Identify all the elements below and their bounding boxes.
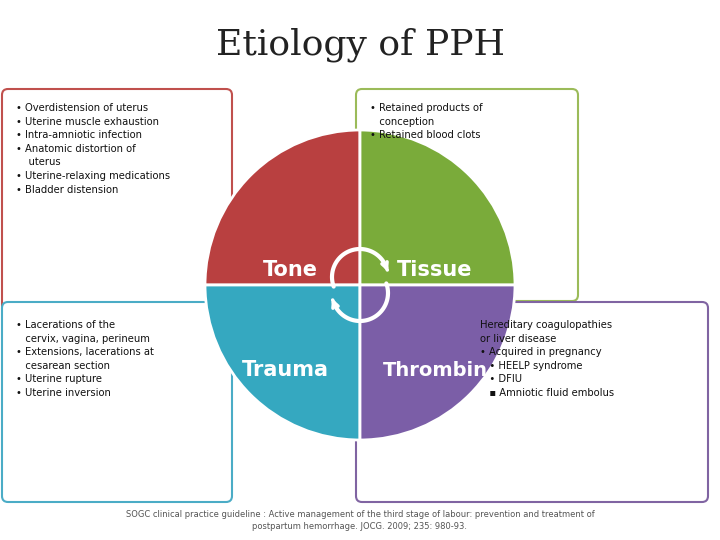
Text: Trauma: Trauma	[241, 360, 328, 380]
Text: Tissue: Tissue	[397, 260, 473, 280]
FancyBboxPatch shape	[2, 89, 232, 311]
FancyBboxPatch shape	[356, 302, 708, 502]
Text: Tone: Tone	[263, 260, 318, 280]
Text: • Retained products of
   conception
• Retained blood clots: • Retained products of conception • Reta…	[370, 103, 482, 140]
FancyBboxPatch shape	[356, 89, 578, 301]
Text: Etiology of PPH: Etiology of PPH	[215, 28, 505, 62]
Wedge shape	[360, 130, 515, 285]
Text: Hereditary coagulopathies
or liver disease
• Acquired in pregnancy
   • HEELP sy: Hereditary coagulopathies or liver disea…	[480, 320, 614, 398]
FancyBboxPatch shape	[2, 302, 232, 502]
Wedge shape	[205, 285, 360, 440]
Wedge shape	[360, 285, 515, 440]
Text: • Lacerations of the
   cervix, vagina, perineum
• Extensions, lacerations at
  : • Lacerations of the cervix, vagina, per…	[16, 320, 154, 398]
Wedge shape	[205, 130, 360, 285]
Text: Thrombin: Thrombin	[382, 361, 487, 380]
Text: • Overdistension of uterus
• Uterine muscle exhaustion
• Intra-amniotic infectio: • Overdistension of uterus • Uterine mus…	[16, 103, 170, 194]
Text: SOGC clinical practice guideline : Active management of the third stage of labou: SOGC clinical practice guideline : Activ…	[125, 510, 595, 531]
